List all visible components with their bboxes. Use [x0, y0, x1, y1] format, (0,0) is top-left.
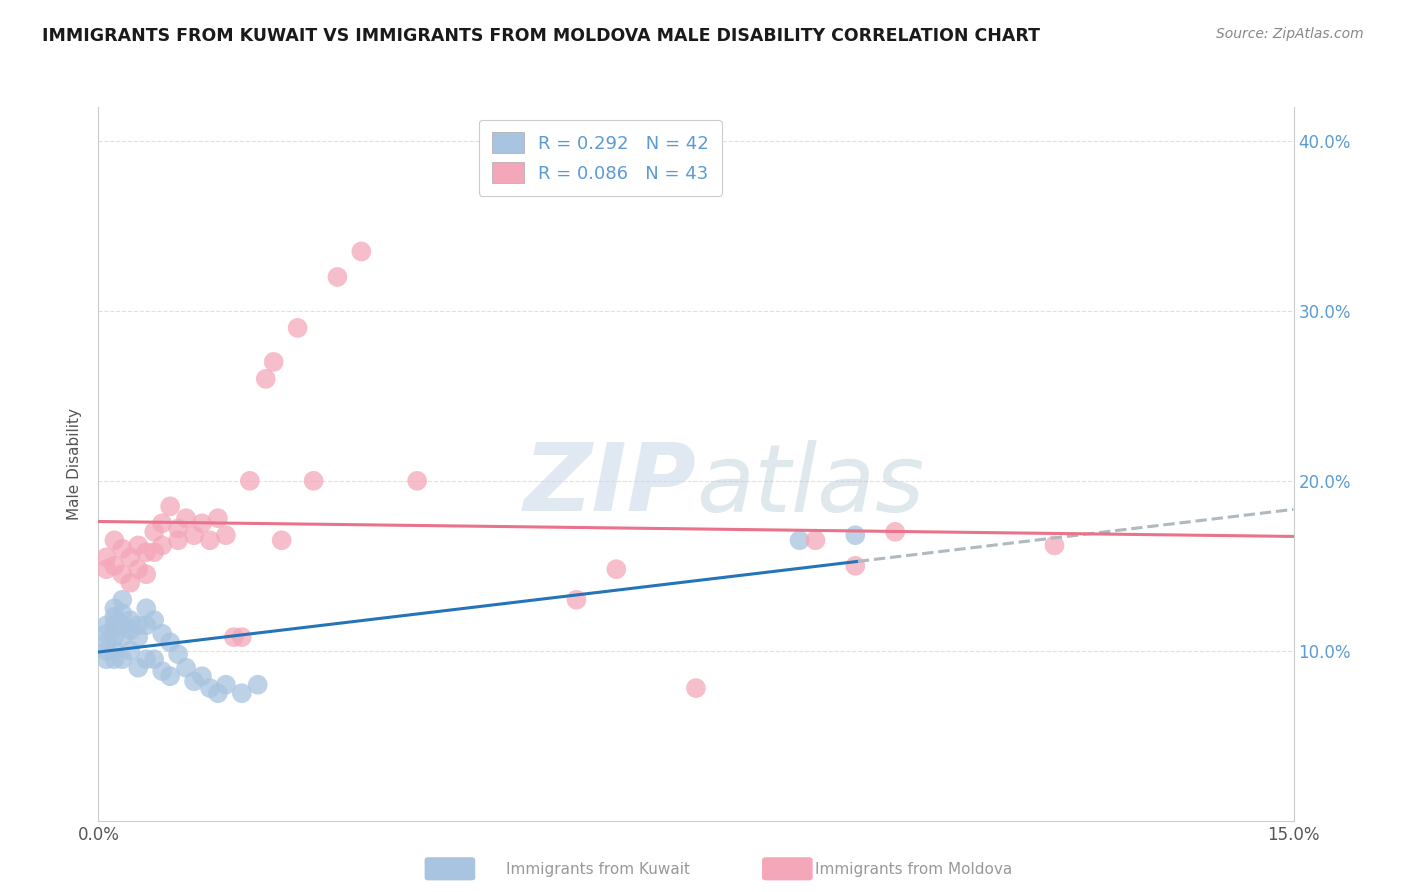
Point	[191, 516, 214, 531]
Point	[96, 550, 118, 565]
Point	[246, 678, 269, 692]
Point	[1043, 538, 1066, 552]
Point	[231, 686, 253, 700]
Point	[844, 558, 866, 573]
Legend: R = 0.292   N = 42, R = 0.086   N = 43: R = 0.292 N = 42, R = 0.086 N = 43	[479, 120, 721, 195]
Point	[143, 545, 166, 559]
Point	[222, 630, 245, 644]
Point	[884, 524, 907, 539]
Point	[231, 630, 253, 644]
Point	[127, 661, 149, 675]
Point	[120, 575, 142, 590]
Point	[150, 626, 173, 640]
Point	[406, 474, 429, 488]
Point	[207, 511, 229, 525]
Point	[159, 669, 181, 683]
Point	[111, 607, 134, 621]
Point	[174, 511, 197, 525]
Point	[103, 558, 125, 573]
Point	[183, 528, 205, 542]
Point	[135, 545, 157, 559]
Point	[565, 592, 588, 607]
Text: Immigrants from Moldova: Immigrants from Moldova	[815, 863, 1012, 877]
Point	[127, 630, 149, 644]
Point	[127, 538, 149, 552]
Point	[844, 528, 866, 542]
Point	[111, 630, 134, 644]
Point	[96, 626, 118, 640]
Point	[159, 635, 181, 649]
Text: atlas: atlas	[696, 440, 924, 531]
Text: Immigrants from Kuwait: Immigrants from Kuwait	[506, 863, 690, 877]
Point	[103, 618, 125, 632]
Point	[143, 652, 166, 666]
Point	[239, 474, 262, 488]
Point	[270, 533, 292, 548]
Point	[215, 678, 238, 692]
Point	[103, 601, 125, 615]
Point	[174, 661, 197, 675]
Point	[111, 567, 134, 582]
Point	[150, 664, 173, 678]
Point	[103, 644, 125, 658]
Point	[150, 516, 173, 531]
Point	[167, 647, 190, 661]
Point	[143, 613, 166, 627]
Point	[127, 618, 149, 632]
Point	[96, 562, 118, 576]
Text: ZIP: ZIP	[523, 439, 696, 532]
Point	[111, 541, 134, 556]
Point	[120, 624, 142, 638]
Point	[207, 686, 229, 700]
Point	[287, 321, 309, 335]
Point	[96, 635, 118, 649]
Point	[159, 500, 181, 514]
Point	[96, 618, 118, 632]
Point	[685, 681, 707, 695]
Point	[103, 609, 125, 624]
Point	[167, 521, 190, 535]
Point	[263, 355, 285, 369]
Point	[120, 550, 142, 565]
Point	[215, 528, 238, 542]
Point	[326, 269, 349, 284]
Text: Source: ZipAtlas.com: Source: ZipAtlas.com	[1216, 27, 1364, 41]
Point	[150, 538, 173, 552]
Point	[143, 524, 166, 539]
Point	[111, 592, 134, 607]
Point	[254, 372, 277, 386]
Point	[135, 567, 157, 582]
Y-axis label: Male Disability: Male Disability	[67, 408, 83, 520]
Point	[789, 533, 811, 548]
Point	[198, 533, 221, 548]
Point	[804, 533, 827, 548]
Text: IMMIGRANTS FROM KUWAIT VS IMMIGRANTS FROM MOLDOVA MALE DISABILITY CORRELATION CH: IMMIGRANTS FROM KUWAIT VS IMMIGRANTS FRO…	[42, 27, 1040, 45]
Point	[120, 644, 142, 658]
Point	[191, 669, 214, 683]
Point	[96, 652, 118, 666]
Point	[127, 562, 149, 576]
Point	[111, 652, 134, 666]
Point	[103, 533, 125, 548]
Point	[135, 618, 157, 632]
Point	[183, 674, 205, 689]
Point	[350, 244, 373, 259]
Point	[198, 681, 221, 695]
Point	[111, 618, 134, 632]
Point	[103, 630, 125, 644]
Point	[135, 652, 157, 666]
Point	[96, 644, 118, 658]
Point	[120, 613, 142, 627]
Point	[103, 652, 125, 666]
Point	[167, 533, 190, 548]
Point	[302, 474, 325, 488]
Point	[135, 601, 157, 615]
Point	[605, 562, 627, 576]
